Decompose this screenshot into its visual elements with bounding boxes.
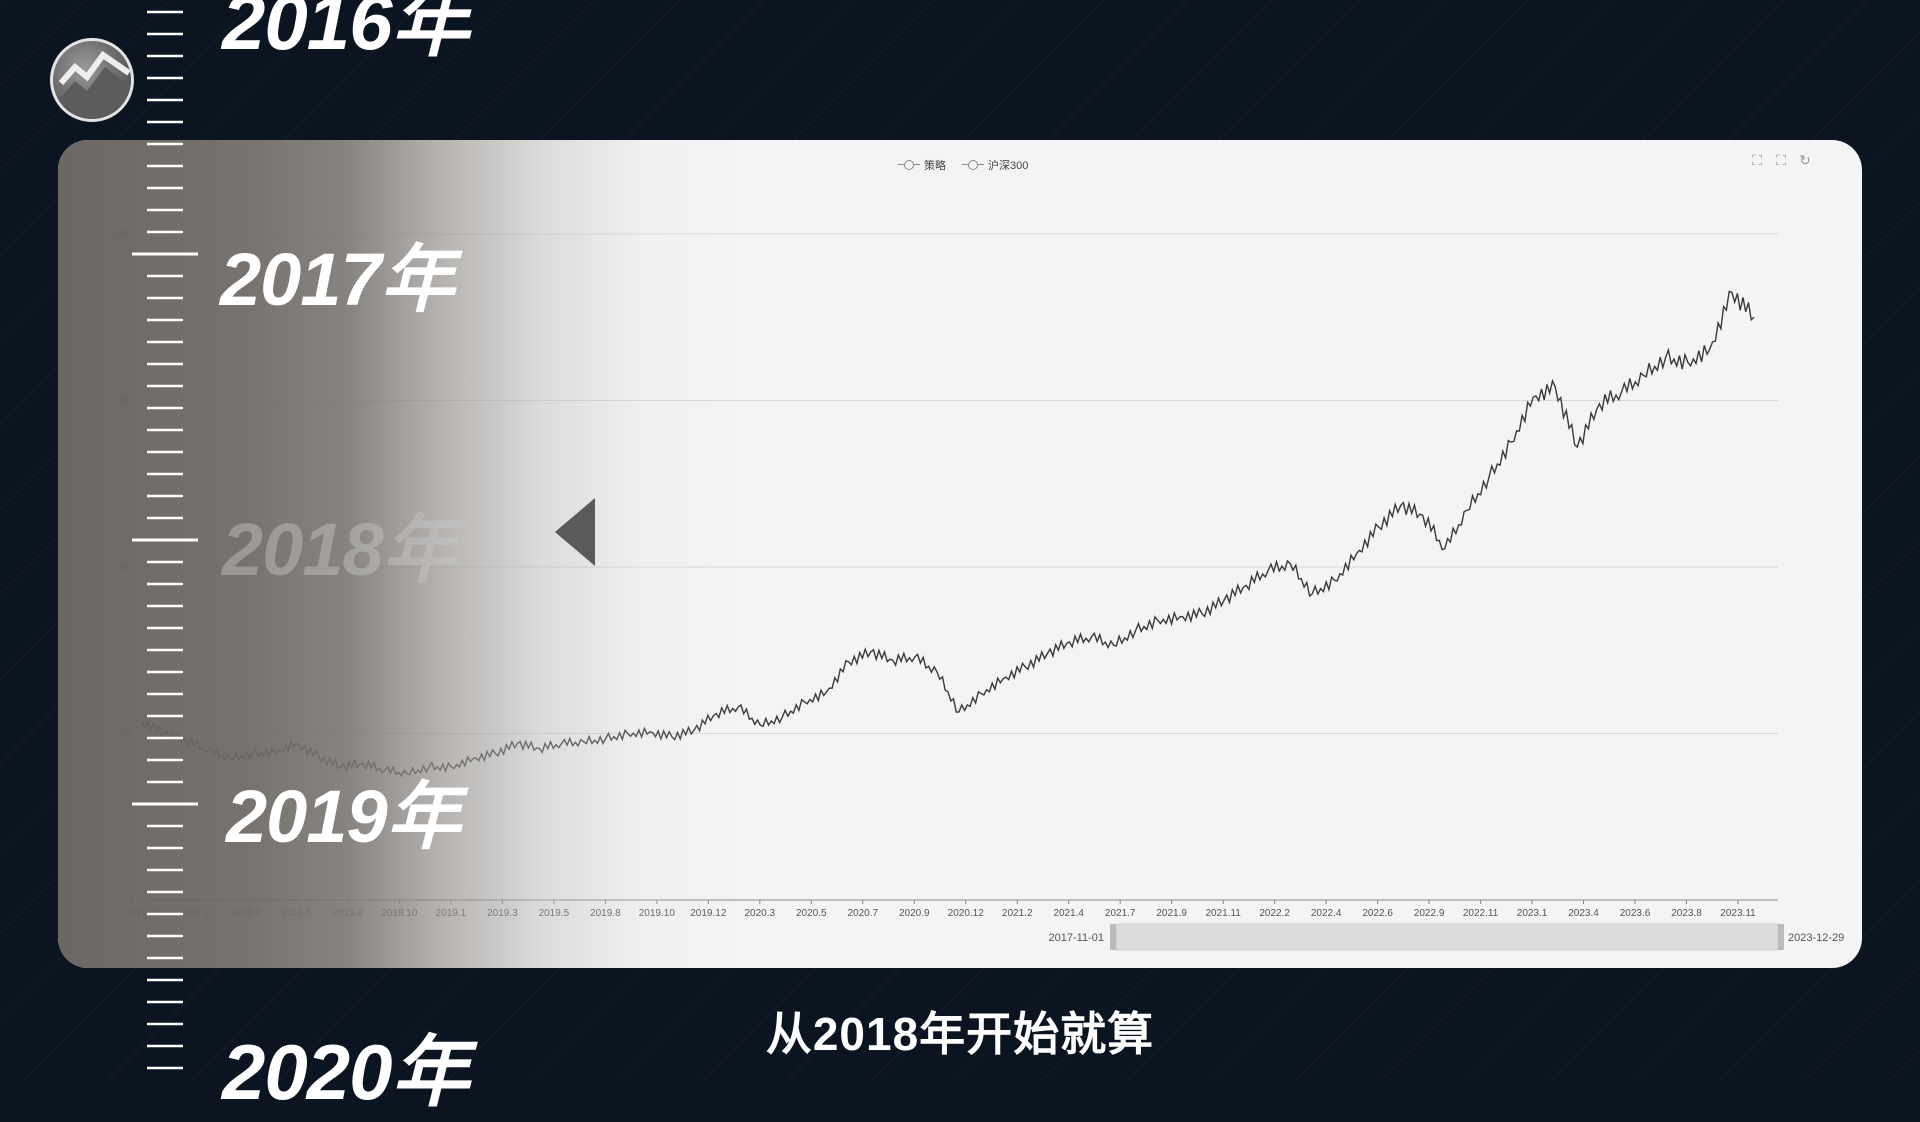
timeline-year-2017[interactable]: 2017年 (220, 238, 455, 321)
zoom-icon[interactable]: ⛶ (1752, 152, 1762, 168)
x-tick-label: 2021.4 (1053, 908, 1084, 919)
datazoom-right-handle (1778, 924, 1784, 950)
x-tick-label: 2023.11 (1720, 908, 1756, 919)
x-tick-label: 2022.4 (1311, 908, 1342, 919)
x-tick-label: 2020.3 (745, 908, 776, 919)
x-tick-label: 2019.8 (590, 908, 621, 919)
x-tick-label: 2018.3 (230, 908, 261, 919)
x-tick-label: 2021.7 (1105, 908, 1136, 919)
x-tick-label: 2021.9 (1156, 908, 1187, 919)
legend-strategy-marker-icon (898, 160, 920, 170)
datazoom-window (1115, 923, 1779, 951)
x-tick-label: 2020.7 (847, 908, 878, 919)
x-tick-label: 2020.9 (899, 908, 930, 919)
x-tick-label: 2019.12 (690, 908, 727, 919)
x-tick-label: 2023.1 (1517, 908, 1548, 919)
chart-toolbox: ⛶ ⛶ ↻ (1750, 152, 1812, 169)
x-tick-label: 2022.6 (1362, 908, 1393, 919)
x-tick-label: 2023.6 (1620, 908, 1651, 919)
x-tick-label: 2020.5 (796, 908, 827, 919)
video-subtitle: 从2018年开始就算 (765, 1008, 1155, 1060)
timeline-year-2018[interactable]: 2018年 (222, 508, 457, 591)
x-tick-label: 2023.4 (1568, 908, 1599, 919)
datazoom-end-label: 2023-12-29 (1788, 932, 1844, 944)
legend-item-strategy[interactable]: 策略 (898, 157, 946, 173)
x-tick-label: 2022.2 (1259, 908, 1290, 919)
timeline-year-2016[interactable]: 2016年 (222, 0, 470, 66)
x-tick-label: 2019.5 (539, 908, 570, 919)
x-tick-label: 2018.6 (281, 908, 312, 919)
legend-strategy-label: 策略 (924, 160, 946, 172)
x-tick-label: 2018.10 (381, 908, 418, 919)
x-tick-label: 2023.8 (1671, 908, 1702, 919)
datazoom-left-handle (1110, 924, 1116, 950)
x-tick-label: 2022.9 (1414, 908, 1445, 919)
timeline-year-2019[interactable]: 2019年 (226, 775, 461, 858)
x-tick-label: 2019.10 (639, 908, 676, 919)
channel-logo (50, 38, 134, 122)
x-tick-label: 2019.1 (436, 908, 467, 919)
x-tick-label: 2021.2 (1002, 908, 1033, 919)
timeline-ruler (132, 10, 198, 1070)
legend-item-csi300[interactable]: 沪深300 (962, 157, 1028, 173)
chart-legend: 策略 沪深300 (898, 157, 1028, 173)
legend-csi300-label: 沪深300 (988, 160, 1029, 172)
legend-csi300-marker-icon (962, 160, 984, 170)
x-tick-label: 2022.11 (1463, 908, 1499, 919)
timeline-pointer-icon (555, 498, 595, 566)
restore-icon[interactable]: ↻ (1799, 152, 1811, 168)
datazoom-start-label: 2017-11-01 (1049, 932, 1104, 944)
zoom-reset-icon[interactable]: ⛶ (1776, 152, 1786, 168)
x-tick-label: 2018.8 (333, 908, 364, 919)
x-tick-label: 2019.3 (487, 908, 518, 919)
x-tick-label: 2020.12 (948, 908, 985, 919)
x-tick-label: 2021.11 (1205, 908, 1241, 919)
